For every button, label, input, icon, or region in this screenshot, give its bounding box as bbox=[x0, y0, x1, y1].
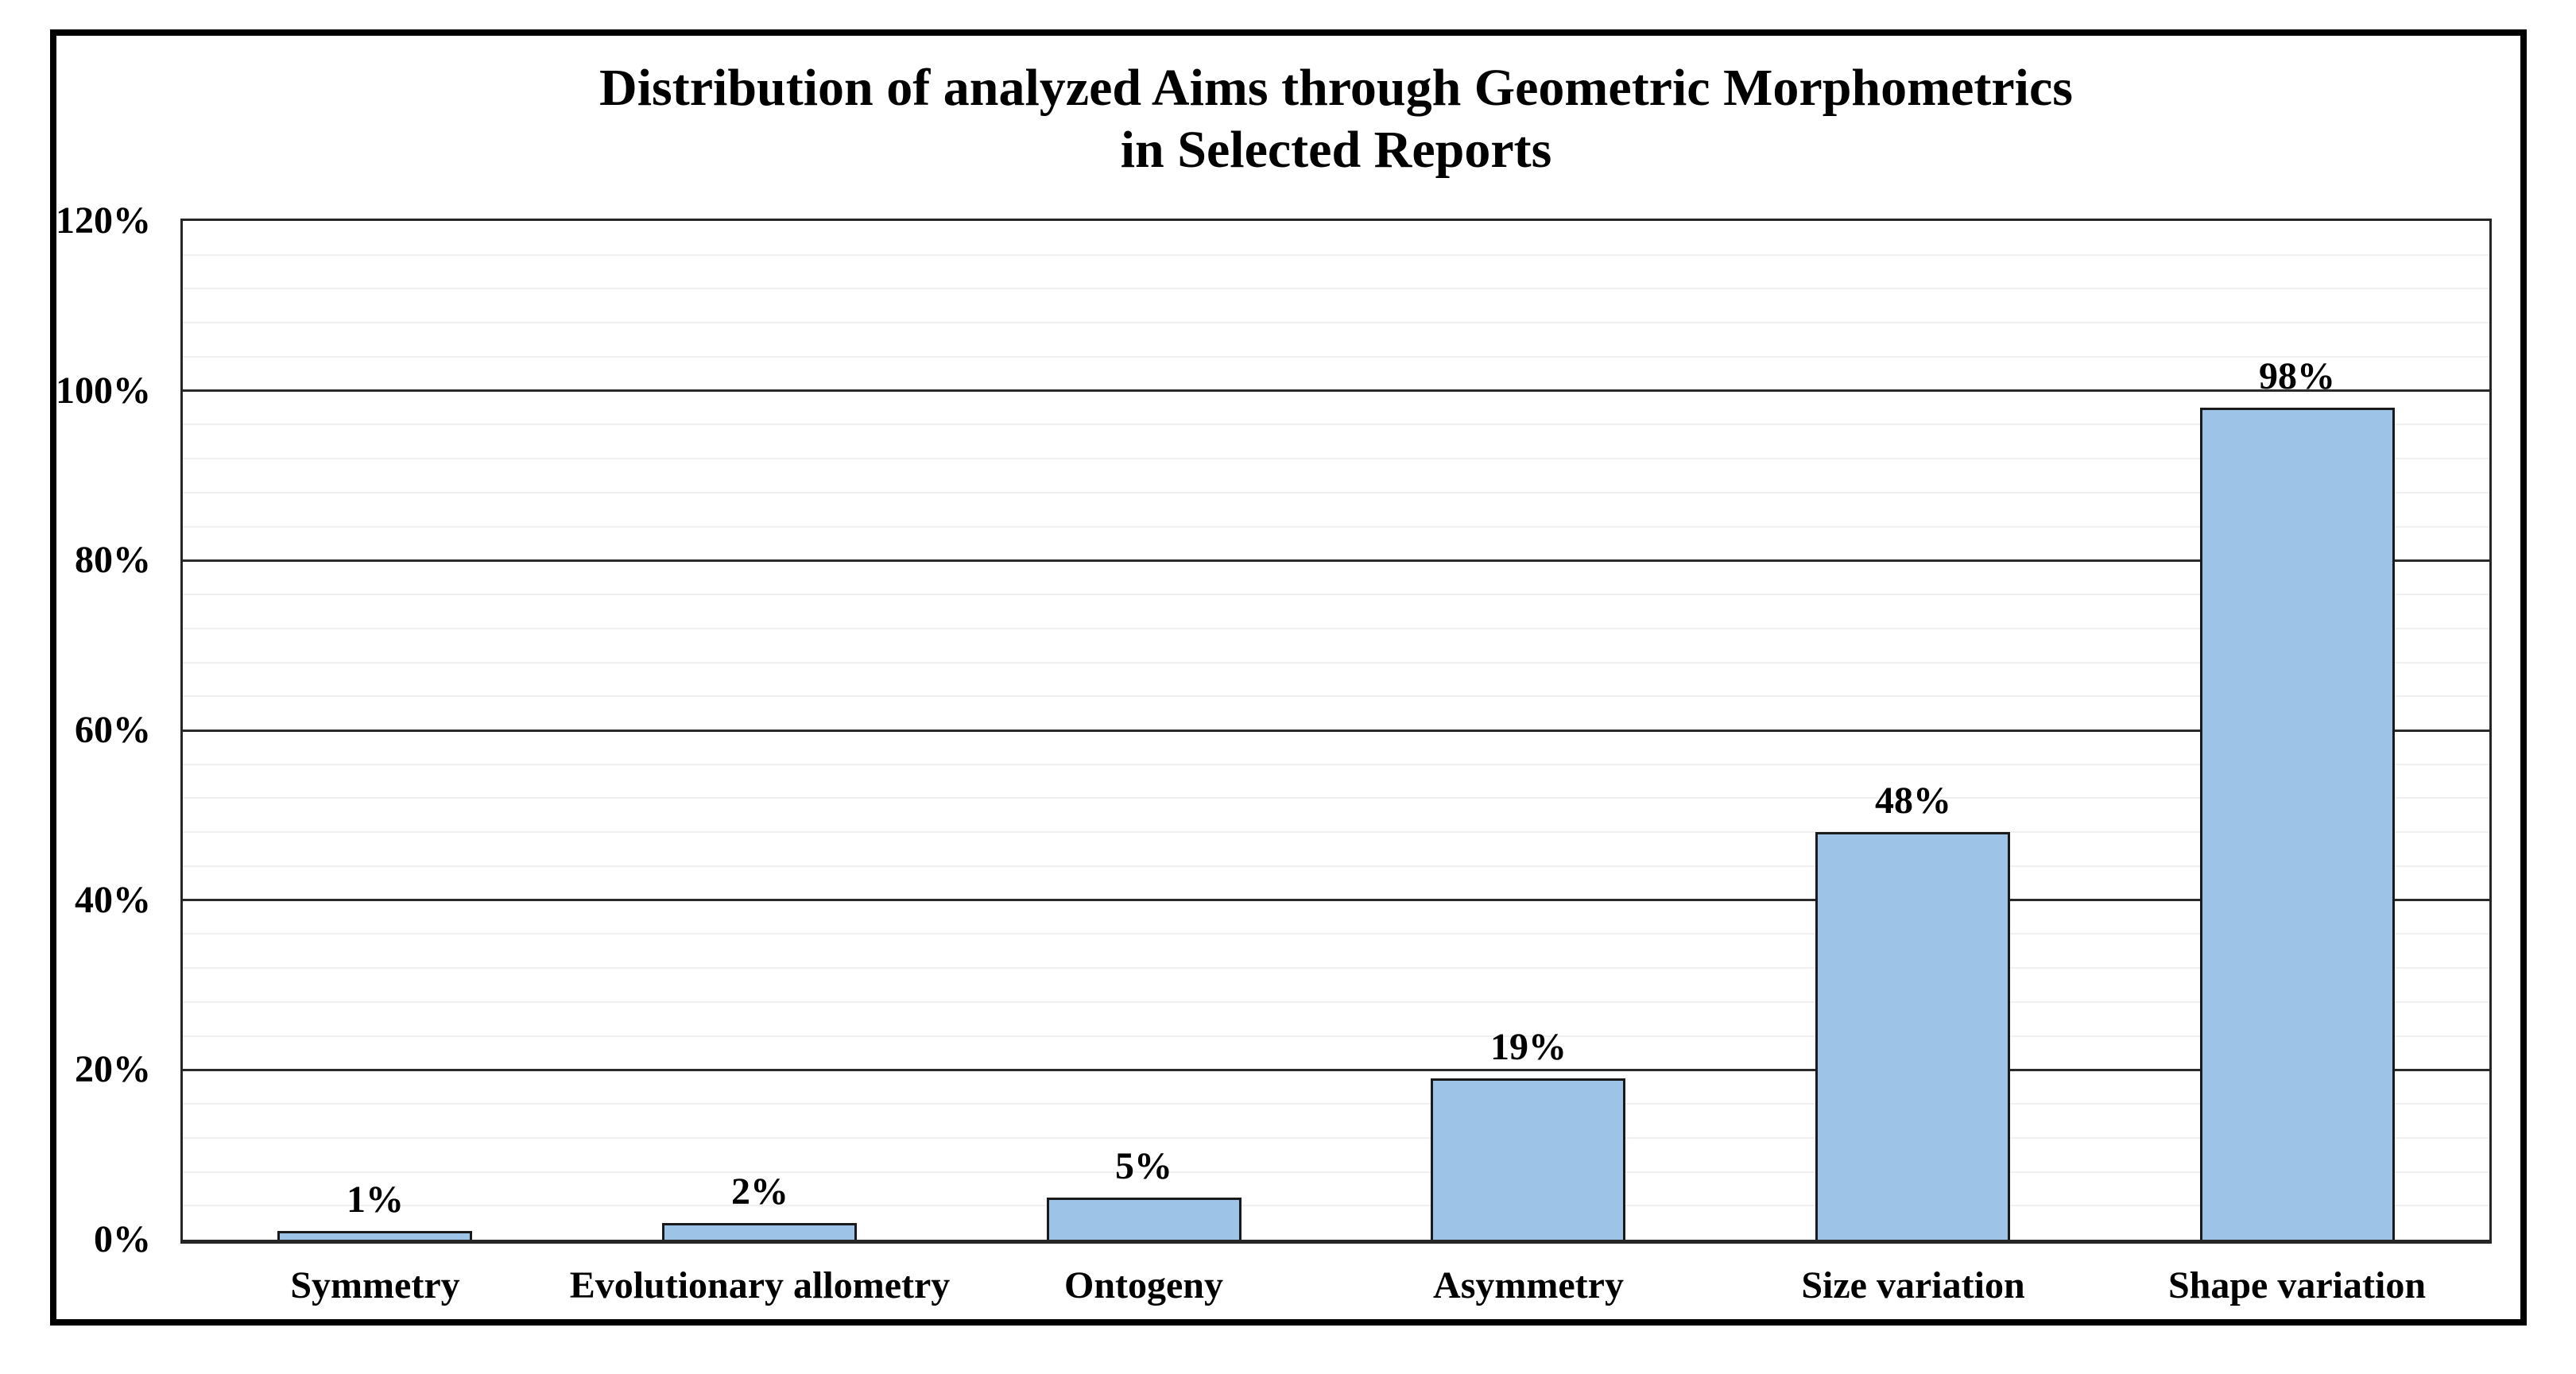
major-gridline-100 bbox=[183, 389, 2489, 392]
minor-gridline-12 bbox=[183, 1137, 2489, 1139]
y-tick-label-60pct: 60% bbox=[75, 709, 151, 751]
data-label-asymmetry: 19% bbox=[1490, 1026, 1567, 1068]
minor-gridline-56 bbox=[183, 764, 2489, 765]
minor-gridline-8 bbox=[183, 1171, 2489, 1173]
y-tick-label-120pct: 120% bbox=[56, 199, 151, 242]
minor-gridline-108 bbox=[183, 322, 2489, 323]
data-label-size-variation: 48% bbox=[1875, 780, 1951, 822]
minor-gridline-112 bbox=[183, 288, 2489, 289]
bar-shape-variation bbox=[2200, 408, 2395, 1240]
y-tick-label-100pct: 100% bbox=[56, 370, 151, 412]
category-label-asymmetry: Asymmetry bbox=[1433, 1264, 1624, 1306]
chart-title-line-1: Distribution of analyzed Aims through Ge… bbox=[599, 59, 2073, 117]
minor-gridline-44 bbox=[183, 865, 2489, 867]
data-label-symmetry: 1% bbox=[347, 1179, 404, 1221]
major-gridline-40 bbox=[183, 899, 2489, 901]
minor-gridline-64 bbox=[183, 695, 2489, 697]
category-label-symmetry: Symmetry bbox=[290, 1264, 460, 1306]
minor-gridline-96 bbox=[183, 424, 2489, 425]
minor-gridline-52 bbox=[183, 797, 2489, 799]
bar-evolutionary-allometry bbox=[662, 1223, 857, 1240]
data-label-ontogeny: 5% bbox=[1115, 1145, 1172, 1187]
minor-gridline-4 bbox=[183, 1205, 2489, 1206]
minor-gridline-116 bbox=[183, 254, 2489, 256]
minor-gridline-84 bbox=[183, 526, 2489, 528]
bar-asymmetry bbox=[1431, 1078, 1625, 1240]
minor-gridline-88 bbox=[183, 492, 2489, 493]
major-gridline-60 bbox=[183, 730, 2489, 732]
y-tick-label-80pct: 80% bbox=[75, 539, 151, 581]
minor-gridline-32 bbox=[183, 967, 2489, 969]
y-tick-label-0pct: 0% bbox=[94, 1218, 151, 1260]
minor-gridline-104 bbox=[183, 356, 2489, 358]
minor-gridline-36 bbox=[183, 933, 2489, 935]
minor-gridline-72 bbox=[183, 628, 2489, 629]
data-label-shape-variation: 98% bbox=[2259, 355, 2335, 397]
minor-gridline-24 bbox=[183, 1035, 2489, 1037]
major-gridline-20 bbox=[183, 1069, 2489, 1071]
minor-gridline-76 bbox=[183, 594, 2489, 595]
minor-gridline-28 bbox=[183, 1001, 2489, 1003]
y-tick-label-40pct: 40% bbox=[75, 879, 151, 921]
bar-ontogeny bbox=[1047, 1198, 1242, 1240]
category-label-size-variation: Size variation bbox=[1801, 1264, 2025, 1306]
minor-gridline-48 bbox=[183, 831, 2489, 833]
category-label-ontogeny: Ontogeny bbox=[1063, 1264, 1223, 1306]
minor-gridline-16 bbox=[183, 1103, 2489, 1105]
data-label-evolutionary-allometry: 2% bbox=[731, 1171, 788, 1213]
chart-title: Distribution of analyzed Aims through Ge… bbox=[180, 57, 2492, 181]
chart-title-line-2: in Selected Reports bbox=[1120, 121, 1552, 179]
bar-size-variation bbox=[1815, 832, 2010, 1240]
y-tick-label-20pct: 20% bbox=[75, 1048, 151, 1090]
major-gridline-80 bbox=[183, 559, 2489, 562]
category-label-shape-variation: Shape variation bbox=[2167, 1264, 2427, 1306]
minor-gridline-68 bbox=[183, 662, 2489, 664]
bar-symmetry bbox=[277, 1231, 472, 1240]
minor-gridline-92 bbox=[183, 458, 2489, 459]
plot-area: 1% 2% 5% 19% 48% 98% bbox=[180, 219, 2492, 1244]
category-label-evolutionary-allometry: Evolutionary allometry bbox=[569, 1264, 951, 1306]
